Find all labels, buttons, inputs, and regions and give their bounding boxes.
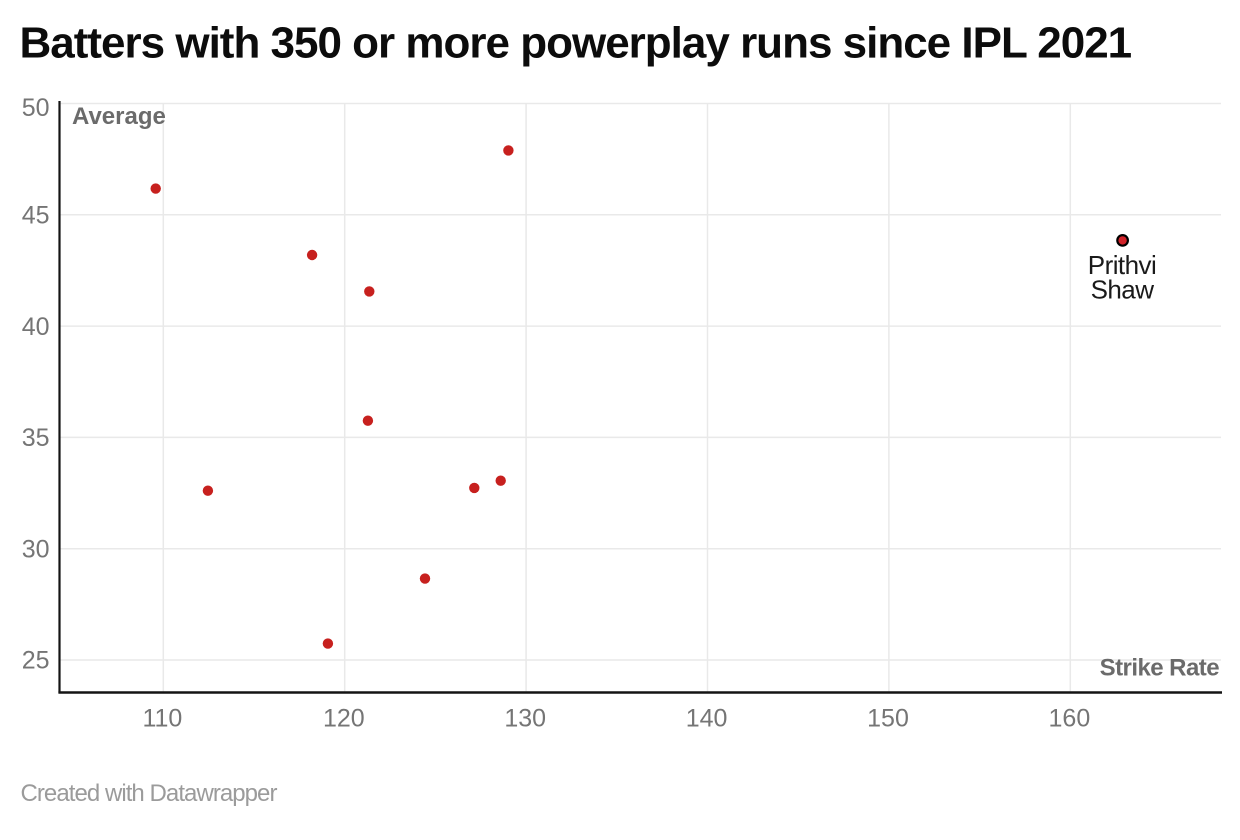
svg-text:30: 30 [22, 535, 50, 563]
svg-text:140: 140 [686, 705, 728, 733]
svg-text:110: 110 [142, 705, 182, 733]
svg-text:Created with Datawrapper: Created with Datawrapper [21, 780, 278, 807]
svg-text:Batters with 350 or more power: Batters with 350 or more powerplay runs … [20, 19, 1132, 68]
svg-text:Shaw: Shaw [1091, 275, 1155, 305]
svg-text:160: 160 [1049, 705, 1091, 733]
svg-text:50: 50 [22, 94, 50, 122]
svg-text:Average: Average [72, 103, 166, 130]
svg-text:150: 150 [867, 705, 909, 733]
svg-text:Prithvi: Prithvi [1088, 250, 1156, 280]
svg-text:Strike Rate: Strike Rate [1100, 655, 1220, 682]
svg-text:130: 130 [504, 705, 546, 733]
svg-text:120: 120 [323, 705, 365, 733]
svg-text:25: 25 [22, 647, 50, 675]
svg-text:45: 45 [22, 202, 50, 230]
svg-text:35: 35 [22, 424, 50, 452]
svg-text:40: 40 [22, 313, 50, 341]
